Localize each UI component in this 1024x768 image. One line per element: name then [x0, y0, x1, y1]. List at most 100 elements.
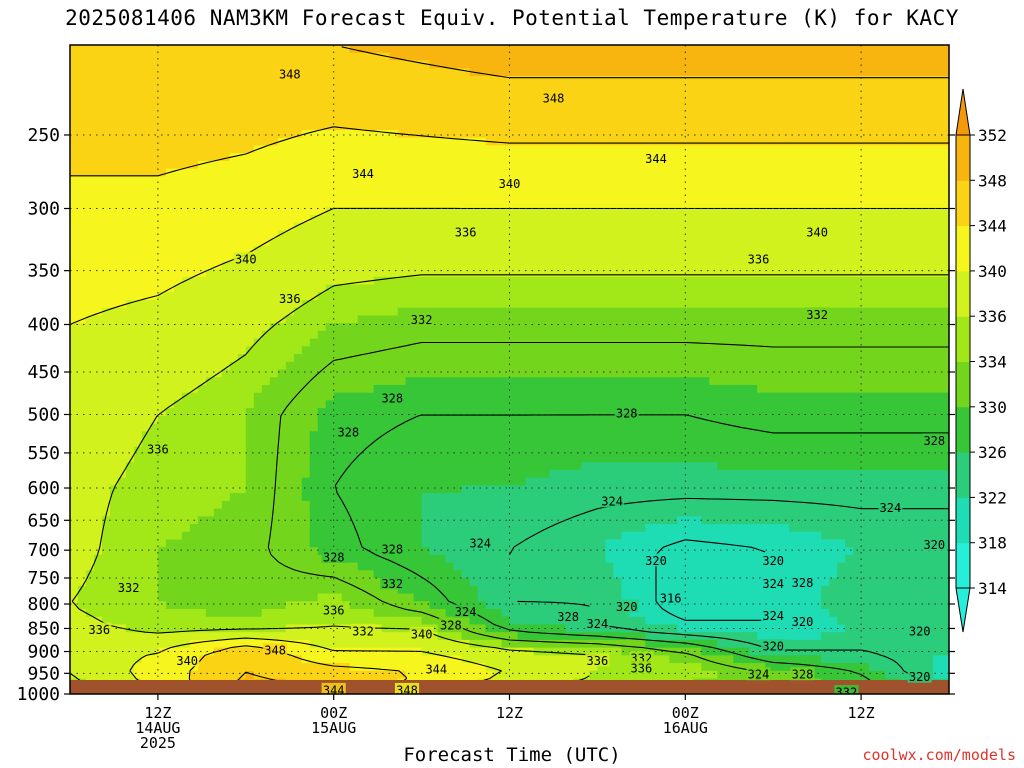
field-cell — [733, 253, 742, 262]
field-cell — [669, 346, 678, 355]
field-cell — [637, 222, 646, 232]
field-cell — [213, 269, 223, 278]
field-cell — [397, 153, 407, 162]
field-cell — [501, 330, 511, 340]
field-cell — [709, 137, 718, 147]
field-cell — [797, 230, 806, 239]
field-cell — [917, 354, 926, 363]
field-cell — [773, 369, 782, 378]
field-cell — [437, 323, 447, 332]
field-cell — [853, 222, 862, 232]
field-cell — [509, 346, 519, 355]
field-cell — [669, 377, 678, 386]
field-cell — [357, 238, 367, 247]
field-cell — [885, 284, 894, 293]
field-cell — [909, 122, 918, 131]
field-cell — [541, 207, 551, 216]
field-cell — [621, 207, 630, 216]
field-cell — [213, 129, 223, 139]
field-cell — [245, 176, 255, 185]
field-cell — [229, 75, 239, 85]
field-cell — [629, 222, 638, 232]
field-cell — [677, 323, 686, 332]
field-cell — [573, 261, 583, 270]
field-cell — [277, 129, 287, 139]
field-cell — [869, 199, 878, 208]
field-cell — [77, 207, 87, 216]
field-cell — [757, 292, 766, 301]
field-cell — [781, 199, 790, 208]
field-cell — [477, 354, 487, 363]
field-cell — [941, 137, 949, 147]
field-cell — [221, 214, 231, 224]
field-cell — [301, 114, 311, 123]
field-cell — [421, 114, 431, 123]
field-cell — [629, 199, 638, 208]
field-cell — [589, 129, 598, 139]
field-cell — [757, 52, 766, 62]
field-cell — [941, 160, 949, 170]
field-cell — [669, 176, 678, 185]
field-cell — [157, 191, 167, 201]
field-cell — [389, 160, 399, 170]
field-cell — [341, 176, 351, 185]
field-cell — [789, 99, 798, 108]
field-cell — [725, 222, 734, 232]
field-cell — [581, 114, 591, 123]
field-cell — [133, 106, 143, 116]
field-cell — [509, 153, 519, 162]
field-cell — [533, 106, 543, 116]
field-cell — [885, 99, 894, 108]
field-cell — [693, 52, 702, 62]
field-cell — [101, 45, 111, 54]
field-cell — [749, 330, 758, 340]
field-cell — [605, 369, 614, 378]
field-cell — [901, 284, 910, 293]
field-cell — [869, 68, 878, 77]
field-cell — [845, 361, 854, 371]
field-cell — [797, 338, 806, 347]
field-cell — [269, 106, 279, 116]
field-cell — [773, 129, 782, 139]
field-cell — [925, 114, 934, 123]
field-cell — [429, 307, 439, 317]
field-cell — [133, 346, 143, 355]
field-cell — [765, 230, 774, 239]
field-cell — [661, 269, 670, 278]
field-cell — [653, 75, 662, 85]
field-cell — [133, 60, 143, 69]
field-cell — [341, 207, 351, 216]
field-cell — [437, 392, 447, 402]
field-cell — [501, 323, 511, 332]
field-cell — [901, 261, 910, 270]
field-cell — [485, 354, 495, 363]
field-cell — [845, 83, 854, 92]
field-cell — [189, 369, 199, 378]
field-cell — [685, 323, 694, 332]
field-cell — [85, 330, 95, 340]
field-cell — [893, 83, 902, 92]
field-cell — [85, 253, 95, 262]
field-cell — [829, 238, 838, 247]
field-cell — [269, 222, 279, 232]
field-cell — [373, 114, 383, 123]
field-cell — [429, 91, 439, 100]
field-cell — [237, 346, 247, 355]
field-cell — [701, 346, 710, 355]
field-cell — [405, 284, 415, 293]
field-cell — [645, 238, 654, 247]
field-cell — [181, 299, 191, 309]
field-cell — [909, 253, 918, 262]
field-cell — [357, 137, 367, 147]
field-cell — [197, 369, 207, 378]
field-cell — [477, 384, 487, 394]
field-cell — [181, 307, 191, 317]
field-cell — [517, 191, 527, 201]
field-cell — [229, 99, 239, 108]
field-cell — [765, 129, 774, 139]
field-cell — [365, 392, 375, 402]
field-cell — [189, 52, 199, 62]
field-cell — [717, 346, 726, 355]
field-cell — [805, 330, 814, 340]
field-cell — [493, 284, 503, 293]
